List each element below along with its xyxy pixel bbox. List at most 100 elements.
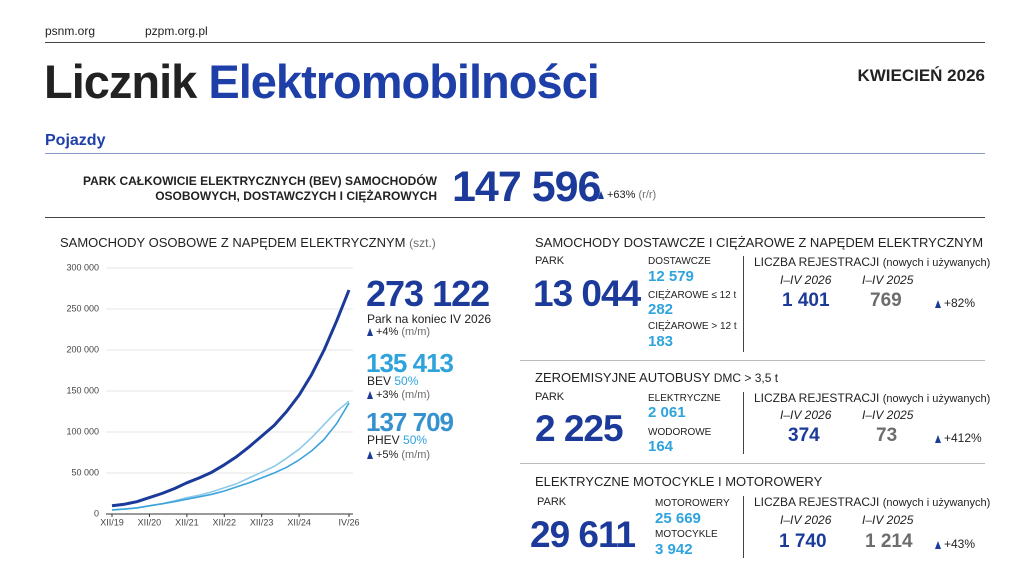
value: 769: [870, 290, 902, 311]
label: PHEV 50%: [367, 434, 427, 446]
value: 374: [788, 425, 820, 446]
change: +5% (m/m): [367, 450, 430, 461]
label: PARK: [535, 255, 565, 267]
change-value: +43%: [944, 537, 976, 551]
value: 29 611: [530, 514, 636, 555]
value: 25 669: [655, 510, 701, 527]
title-part: Elektromobilności: [208, 55, 599, 108]
x-tick-label: XII/19: [100, 517, 124, 527]
note: (nowych i używanych): [882, 497, 991, 509]
divider: [743, 392, 744, 454]
y-tick-label: 150 000: [66, 385, 99, 395]
label: LICZBA REJESTRACJI (nowych i używanych): [754, 256, 990, 269]
change: +412%: [935, 432, 982, 444]
label: PARK CAŁKOWICIE ELEKTRYCZNYCH (BEV) SAMO…: [83, 174, 437, 188]
value: 183: [648, 333, 674, 350]
label: ELEKTRYCZNE: [648, 393, 721, 404]
line-series: [111, 289, 351, 508]
change-value: +3%: [376, 389, 399, 401]
change: +63% (r/r): [598, 190, 656, 201]
period: I–IV 2026: [780, 273, 832, 287]
x-tick-label: XII/20: [138, 517, 162, 527]
period: I–IV 2026: [780, 513, 832, 527]
value: 3 942: [655, 541, 693, 558]
date: KWIECIEŃ 2026: [857, 66, 985, 85]
divider: [743, 496, 744, 558]
value: 2 225: [535, 408, 624, 449]
change: +43%: [935, 538, 975, 550]
y-tick-label: 250 000: [66, 303, 99, 313]
label: OSOBOWYCH, DOSTAWCZYCH I CIĘŻAROWYCH: [155, 189, 437, 203]
value: 2 061: [648, 404, 686, 421]
rule: [45, 153, 985, 154]
x-tick-label: XII/21: [175, 517, 199, 527]
note: (nowych i używanych): [882, 257, 991, 269]
value: 1 214: [865, 531, 913, 552]
section-title: ZEROEMISYJNE AUTOBUSY DMC > 3,5 t: [535, 371, 778, 384]
title-part: Licznik: [44, 55, 197, 108]
period: I–IV 2026: [780, 408, 832, 422]
value: 12 579: [648, 268, 694, 285]
label-text: LICZBA REJESTRACJI: [754, 255, 880, 269]
divider: [743, 256, 744, 352]
label: LICZBA REJESTRACJI (nowych i używanych): [754, 392, 990, 405]
label: WODOROWE: [648, 427, 712, 438]
period: I–IV 2025: [862, 273, 914, 287]
label: MOTOCYKLE: [655, 529, 718, 540]
label: PARK: [537, 496, 567, 508]
x-tick-label: XII/23: [250, 517, 274, 527]
value: 137 709: [366, 407, 454, 437]
change-value: +412%: [944, 431, 982, 445]
x-tick-label: XII/24: [287, 517, 311, 527]
label: CIĘŻAROWE > 12 t: [648, 321, 737, 332]
value: 73: [876, 425, 898, 446]
label: CIĘŻAROWE ≤ 12 t: [648, 290, 737, 301]
label: DOSTAWCZE: [648, 256, 711, 267]
value: 147 596: [452, 163, 601, 211]
note: (m/m): [401, 326, 431, 338]
label-text: PHEV: [367, 433, 400, 447]
label: PARK: [535, 391, 565, 403]
value: 1 401: [782, 290, 830, 311]
rule: [520, 463, 985, 464]
note: DMC > 3,5 t: [713, 371, 779, 385]
link[interactable]: pzpm.org.pl: [145, 24, 208, 38]
note: (nowych i używanych): [882, 393, 991, 405]
title-text: SAMOCHODY OSOBOWE Z NAPĘDEM ELEKTRYCZNYM: [60, 235, 406, 250]
change: +4% (m/m): [367, 327, 430, 338]
value: 135 413: [366, 348, 454, 378]
label: BEV 50%: [367, 375, 418, 387]
line-series: [111, 402, 350, 511]
y-tick-label: 200 000: [66, 344, 99, 354]
rule: [45, 217, 985, 218]
label-text: BEV: [367, 374, 392, 388]
period: I–IV 2025: [862, 513, 914, 527]
note: (m/m): [401, 389, 431, 401]
note: (m/m): [401, 449, 431, 461]
change: +3% (m/m): [367, 390, 430, 401]
link[interactable]: psnm.org: [45, 24, 96, 38]
section-title: ELEKTRYCZNE MOTOCYKLE I MOTOROWERY: [535, 474, 823, 489]
value: 282: [648, 301, 674, 318]
rule: [520, 360, 985, 361]
x-tick-label: IV/26: [338, 517, 359, 527]
change: +82%: [935, 297, 975, 309]
line-series: [111, 400, 350, 511]
period: I–IV 2025: [862, 408, 914, 422]
value: 273 122: [366, 273, 490, 314]
label-text: LICZBA REJESTRACJI: [754, 391, 880, 405]
section-title: Pojazdy: [45, 132, 106, 149]
x-tick-label: XII/22: [213, 517, 237, 527]
chart-title: SAMOCHODY OSOBOWE Z NAPĘDEM ELEKTRYCZNYM…: [60, 236, 436, 249]
section-title: SAMOCHODY DOSTAWCZE I CIĘŻAROWE Z NAPĘDE…: [535, 235, 984, 250]
label: MOTOROWERY: [655, 498, 730, 509]
unit: (szt.): [409, 236, 436, 250]
rule: [45, 42, 985, 43]
value: 1 740: [779, 531, 827, 552]
label-text: LICZBA REJESTRACJI: [754, 495, 880, 509]
y-tick-label: 50 000: [71, 467, 99, 477]
change-value: +63%: [607, 189, 636, 201]
change-value: +82%: [944, 296, 976, 310]
value: 164: [648, 438, 674, 455]
